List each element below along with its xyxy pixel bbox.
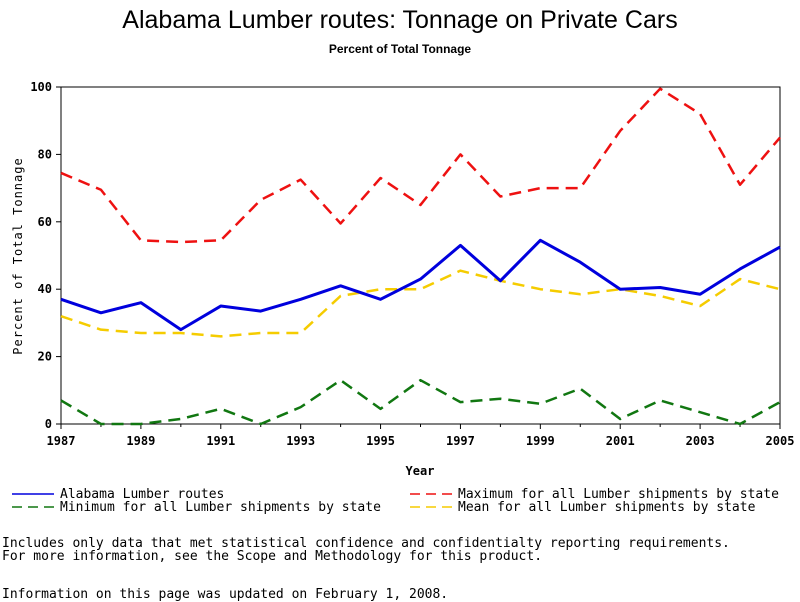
- series-line-3: [60, 269, 781, 338]
- y-tick-label: 40: [38, 282, 52, 296]
- legend-label-1: Maximum for all Lumber shipments by stat…: [458, 487, 779, 502]
- axes: 0 20 40 60 80 100 1987 1989 1991 1993 1995 1997 1999…: [30, 80, 794, 448]
- x-tick-label: 1993: [286, 434, 315, 448]
- x-tick-label: 2005: [766, 434, 795, 448]
- chart-subtitle: Percent of Total Tonnage: [328, 42, 472, 56]
- x-tick-label: 2003: [686, 434, 715, 448]
- x-tick-label: 1987: [47, 434, 76, 448]
- legend-label-0: Alabama Lumber routes: [60, 487, 224, 502]
- legend-label-3: Mean for all Lumber shipments by state: [458, 500, 756, 515]
- y-tick-label: 0: [45, 417, 52, 431]
- x-tick-label: 1989: [126, 434, 155, 448]
- x-tick-label: 1999: [526, 434, 555, 448]
- y-axis-label: Percent of Total Tonnage: [11, 157, 25, 354]
- plot-frame: [60, 86, 781, 425]
- footnote-confidentiality: Includes only data that met statistical …: [2, 536, 730, 551]
- legend: Alabama Lumber routes Maximum for all Lum…: [12, 487, 779, 515]
- y-tick-label: 100: [30, 80, 52, 94]
- x-tick-label: 1997: [446, 434, 475, 448]
- y-tick-label: 80: [38, 147, 52, 161]
- series-layer: [60, 87, 781, 426]
- y-tick-label: 20: [38, 350, 52, 364]
- series-line-1: [60, 87, 781, 244]
- series-line-0: [60, 238, 781, 332]
- x-tick-label: 1995: [366, 434, 395, 448]
- footnote-methodology: For more information, see the Scope and …: [2, 549, 543, 564]
- legend-label-2: Minimum for all Lumber shipments by stat…: [60, 500, 381, 515]
- x-axis-label: Year: [406, 464, 435, 478]
- x-tick-label: 2001: [606, 434, 635, 448]
- x-tick-label: 1991: [206, 434, 235, 448]
- series-line-2: [60, 378, 781, 426]
- y-tick-label: 60: [38, 215, 52, 229]
- chart-title: Alabama Lumber routes: Tonnage on Privat…: [122, 6, 678, 34]
- footnote-updated: Information on this page was updated on …: [2, 587, 449, 602]
